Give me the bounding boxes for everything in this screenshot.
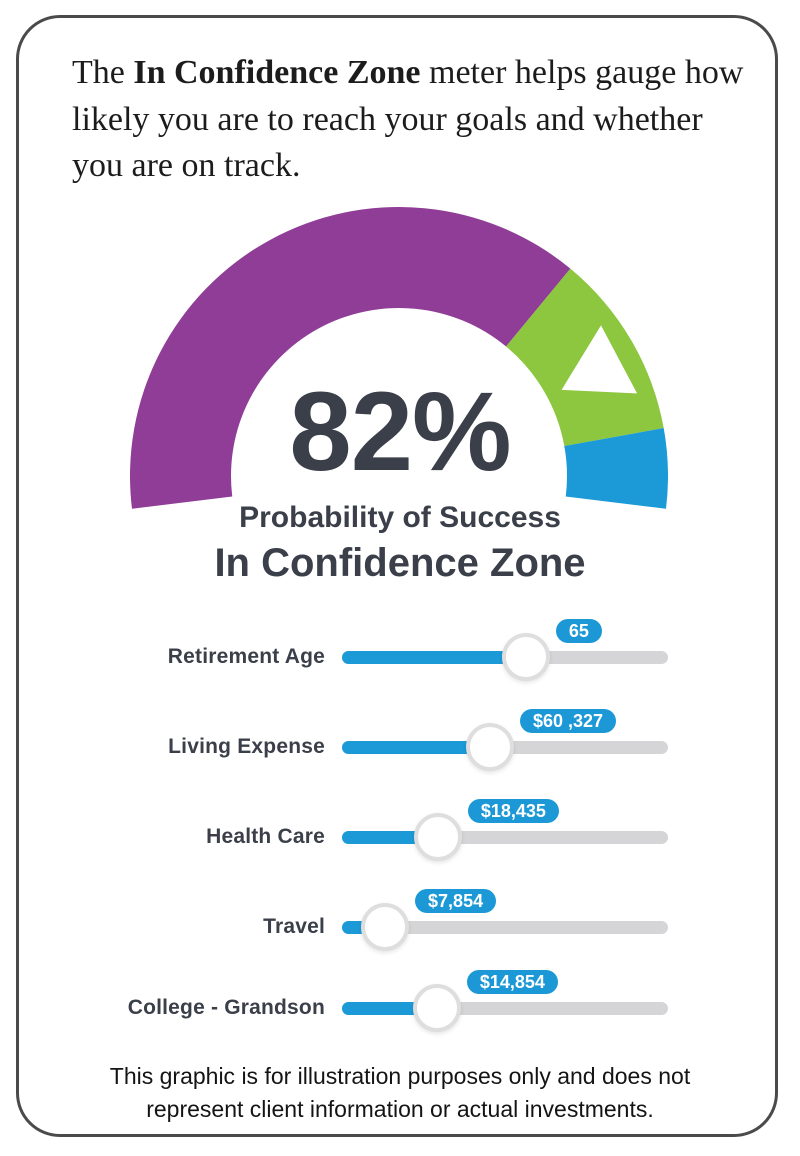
card-frame <box>16 15 778 1137</box>
intro-suffix: meter helps gauge how likely you are to … <box>72 54 744 184</box>
slider-thumb[interactable] <box>412 984 461 1032</box>
gauge-subtitle: Probability of Success <box>239 501 561 534</box>
disclaimer-text: This graphic is for illustration purpose… <box>109 1063 691 1122</box>
slider-value-badge: $7,854 <box>415 888 497 913</box>
gauge-zone-above-zone <box>564 428 668 509</box>
slider-label: Travel <box>263 915 325 938</box>
gauge-needle-indicator <box>561 325 638 394</box>
slider-value-badge: $14,854 <box>466 969 558 994</box>
gauge-zone-below-zone <box>130 207 571 509</box>
intro-bold-phrase: In Confidence Zone <box>133 54 421 91</box>
slider-label: College - Grandson <box>127 996 325 1019</box>
slider-track[interactable]: $7,854 <box>342 888 668 951</box>
slider-label: Retirement Age <box>167 645 325 668</box>
slider-fill <box>342 650 526 664</box>
slider-track[interactable]: $60 ,327 <box>342 708 668 771</box>
slider-fill <box>342 740 490 754</box>
slider-thumb[interactable] <box>413 813 462 861</box>
gauge-status-label: In Confidence Zone <box>214 541 586 585</box>
confidence-gauge <box>130 207 668 513</box>
slider-row-living-expense: Living Expense $60 ,327 <box>70 708 730 785</box>
slider-value-badge: $60 ,327 <box>520 708 617 733</box>
slider-row-health-care: Health Care $18,435 <box>70 798 730 875</box>
slider-row-retirement-age: Retirement Age 65 <box>70 618 730 695</box>
slider-value-badge: 65 <box>555 618 602 643</box>
slider-label: Health Care <box>206 825 325 848</box>
slider-thumb[interactable] <box>501 633 550 681</box>
slider-track[interactable]: $14,854 <box>342 969 668 1032</box>
intro-text: The In Confidence Zone meter helps gauge… <box>72 50 744 190</box>
slider-row-travel: Travel $7,854 <box>70 888 730 965</box>
gauge-percent-value: 82% <box>289 369 511 494</box>
slider-row-college-grandson: College - Grandson $14,854 <box>70 969 730 1046</box>
slider-label: Living Expense <box>168 735 325 758</box>
intro-prefix: The <box>72 54 134 91</box>
slider-track[interactable]: 65 <box>342 618 668 681</box>
slider-value-badge: $18,435 <box>467 798 559 823</box>
slider-thumb[interactable] <box>361 903 410 951</box>
slider-track[interactable]: $18,435 <box>342 798 668 861</box>
slider-thumb[interactable] <box>466 723 514 771</box>
gauge-svg <box>130 207 668 509</box>
